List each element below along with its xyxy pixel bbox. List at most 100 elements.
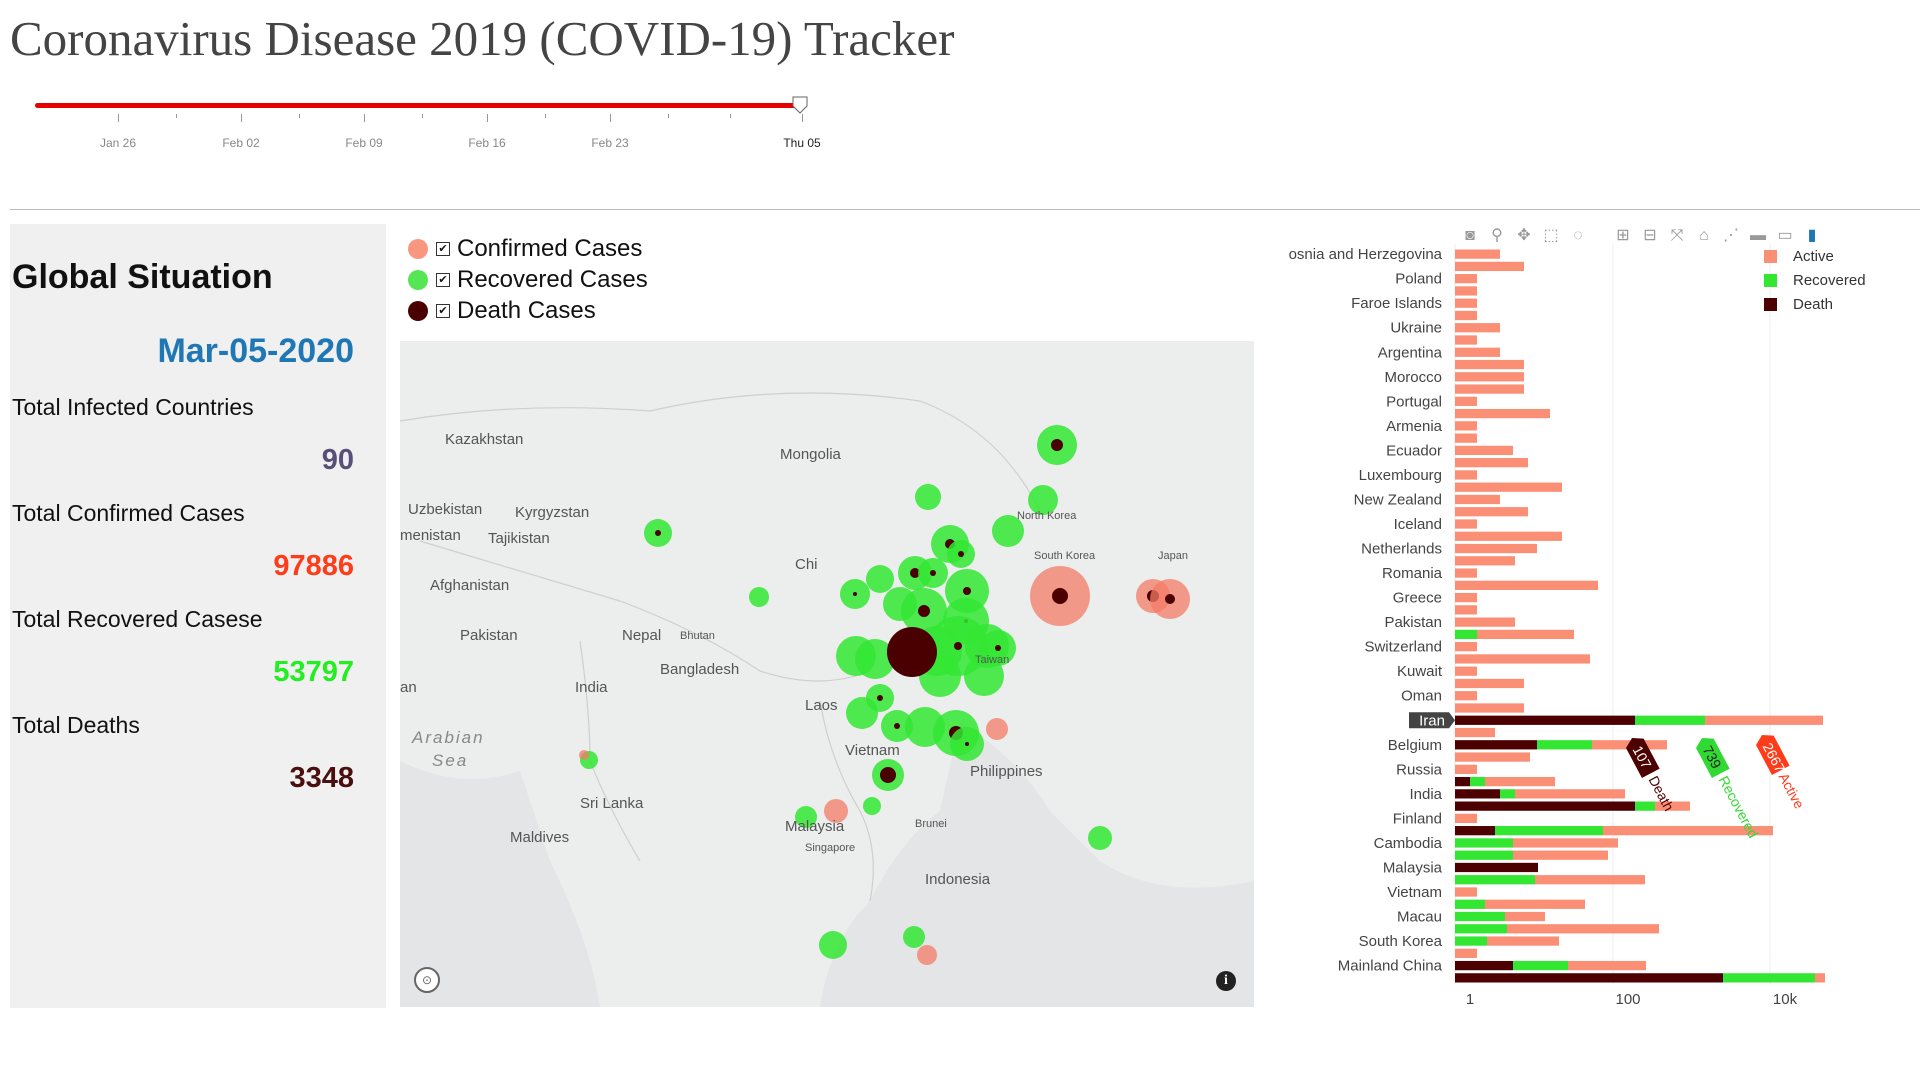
active-bar[interactable] bbox=[1455, 691, 1477, 701]
recovered-bar[interactable] bbox=[1455, 924, 1507, 934]
recovered-bar[interactable] bbox=[1723, 973, 1815, 983]
checkbox-icon[interactable]: ✔ bbox=[436, 242, 450, 256]
active-bar[interactable] bbox=[1455, 458, 1528, 468]
active-bar[interactable] bbox=[1455, 359, 1524, 370]
active-bar[interactable] bbox=[1455, 568, 1477, 578]
checkbox-icon[interactable]: ✔ bbox=[436, 304, 450, 318]
country-label[interactable]: Iran bbox=[1419, 712, 1445, 729]
active-bar[interactable] bbox=[1455, 666, 1477, 676]
recovered-bubble[interactable] bbox=[903, 926, 925, 948]
active-bar[interactable] bbox=[1455, 948, 1477, 958]
spike-lines-icon[interactable]: ⋰ bbox=[1723, 227, 1739, 244]
country-label[interactable]: Netherlands bbox=[1361, 541, 1442, 558]
active-bar[interactable] bbox=[1455, 592, 1477, 603]
death-bubble[interactable] bbox=[1165, 594, 1175, 604]
country-label[interactable]: Faroe Islands bbox=[1351, 295, 1442, 312]
autoscale-icon[interactable]: ⤧ bbox=[1670, 227, 1684, 244]
active-bar[interactable] bbox=[1455, 433, 1477, 443]
pan-icon[interactable]: ✥ bbox=[1517, 227, 1531, 244]
lasso-icon[interactable]: ◌ bbox=[1573, 227, 1583, 244]
legend-item-recovered[interactable]: ✔ Recovered Cases bbox=[408, 265, 648, 295]
slider-track[interactable] bbox=[35, 103, 805, 108]
country-label[interactable]: Pakistan bbox=[1384, 614, 1442, 631]
zoom-icon[interactable]: ⚲ bbox=[1491, 227, 1503, 244]
country-label[interactable]: New Zealand bbox=[1354, 491, 1442, 508]
active-bar[interactable] bbox=[1455, 396, 1477, 406]
recovered-bar[interactable] bbox=[1495, 826, 1603, 836]
slider-label[interactable]: Thu 05 bbox=[783, 136, 821, 150]
hover-closest-icon[interactable]: ▬ bbox=[1750, 227, 1766, 244]
death-bar[interactable] bbox=[1455, 801, 1635, 811]
death-bubble[interactable] bbox=[930, 570, 936, 576]
country-label[interactable]: Macau bbox=[1397, 909, 1442, 926]
legend-item-deaths[interactable]: ✔ Death Cases bbox=[408, 296, 596, 326]
death-bubble[interactable] bbox=[910, 568, 920, 578]
death-bar[interactable] bbox=[1455, 960, 1513, 971]
active-bar[interactable] bbox=[1455, 543, 1537, 554]
recovered-bubble[interactable] bbox=[749, 587, 769, 607]
active-bar[interactable] bbox=[1485, 776, 1555, 787]
bar-legend-item[interactable]: Death bbox=[1764, 292, 1914, 316]
country-label[interactable]: Finland bbox=[1393, 810, 1442, 827]
active-bar[interactable] bbox=[1455, 813, 1477, 824]
death-bubble[interactable] bbox=[887, 627, 937, 677]
active-bar[interactable] bbox=[1455, 274, 1477, 284]
slider-label[interactable]: Feb 09 bbox=[345, 136, 383, 150]
active-bar[interactable] bbox=[1568, 960, 1646, 971]
confirmed-bubble[interactable] bbox=[986, 718, 1008, 740]
recovered-bubble[interactable] bbox=[795, 806, 817, 828]
death-bar[interactable] bbox=[1455, 789, 1500, 799]
info-icon[interactable]: i bbox=[1216, 971, 1236, 991]
country-label[interactable]: Kuwait bbox=[1397, 663, 1443, 680]
slider-label[interactable]: Feb 23 bbox=[591, 136, 629, 150]
bar-legend-item[interactable]: Active bbox=[1764, 244, 1914, 268]
death-bubble[interactable] bbox=[954, 642, 962, 650]
active-bar[interactable] bbox=[1455, 482, 1562, 492]
country-label[interactable]: Malaysia bbox=[1383, 859, 1443, 876]
active-bar[interactable] bbox=[1455, 507, 1528, 517]
country-label[interactable]: Ukraine bbox=[1390, 320, 1442, 337]
active-bar[interactable] bbox=[1655, 801, 1690, 811]
recovered-bar[interactable] bbox=[1537, 740, 1592, 750]
country-label[interactable]: South Korea bbox=[1359, 933, 1443, 950]
zoom-out-icon[interactable]: ⊟ bbox=[1643, 227, 1657, 244]
country-label[interactable]: osnia and Herzegovina bbox=[1289, 246, 1443, 263]
plotly-logo-icon[interactable]: ▮ bbox=[1807, 227, 1817, 244]
active-bar[interactable] bbox=[1455, 519, 1477, 529]
active-bar[interactable] bbox=[1485, 899, 1585, 909]
camera-icon[interactable]: ◙ bbox=[1465, 227, 1475, 244]
active-bar[interactable] bbox=[1515, 789, 1625, 799]
chart-canvas[interactable]: osnia and Herzegovina Poland Faroe Islands… bbox=[1262, 222, 1920, 1022]
country-label[interactable]: Ecuador bbox=[1386, 442, 1442, 459]
country-label[interactable]: Portugal bbox=[1386, 393, 1442, 410]
recovered-bubble[interactable] bbox=[964, 656, 1004, 696]
recovered-bar[interactable] bbox=[1635, 801, 1655, 811]
active-bar[interactable] bbox=[1455, 617, 1515, 627]
slider-label[interactable]: Feb 16 bbox=[468, 136, 506, 150]
active-bar[interactable] bbox=[1513, 850, 1608, 860]
active-bar[interactable] bbox=[1505, 911, 1545, 922]
country-label[interactable]: Argentina bbox=[1378, 344, 1443, 361]
active-bar[interactable] bbox=[1455, 286, 1477, 296]
death-bar[interactable] bbox=[1455, 862, 1538, 873]
death-bar[interactable] bbox=[1455, 715, 1635, 725]
mapbox-logo-icon[interactable]: ⊙ bbox=[414, 967, 440, 993]
death-bubble[interactable] bbox=[965, 742, 969, 746]
active-bar[interactable] bbox=[1455, 531, 1562, 541]
active-bar[interactable] bbox=[1535, 875, 1645, 885]
death-bar[interactable] bbox=[1455, 740, 1537, 750]
confirmed-bubble[interactable] bbox=[579, 750, 589, 760]
death-bar[interactable] bbox=[1455, 826, 1495, 836]
active-bar[interactable] bbox=[1455, 752, 1530, 762]
death-bubble[interactable] bbox=[655, 530, 661, 536]
active-bar[interactable] bbox=[1455, 494, 1500, 505]
active-bar[interactable] bbox=[1455, 703, 1524, 713]
death-bubble[interactable] bbox=[877, 695, 883, 701]
recovered-bubble[interactable] bbox=[863, 797, 881, 815]
death-bubble[interactable] bbox=[1051, 439, 1063, 451]
country-label[interactable]: Morocco bbox=[1384, 369, 1442, 386]
active-bar[interactable] bbox=[1455, 335, 1477, 345]
recovered-bar[interactable] bbox=[1455, 629, 1477, 640]
country-label[interactable]: Belgium bbox=[1388, 737, 1442, 754]
recovered-bar[interactable] bbox=[1455, 850, 1513, 860]
